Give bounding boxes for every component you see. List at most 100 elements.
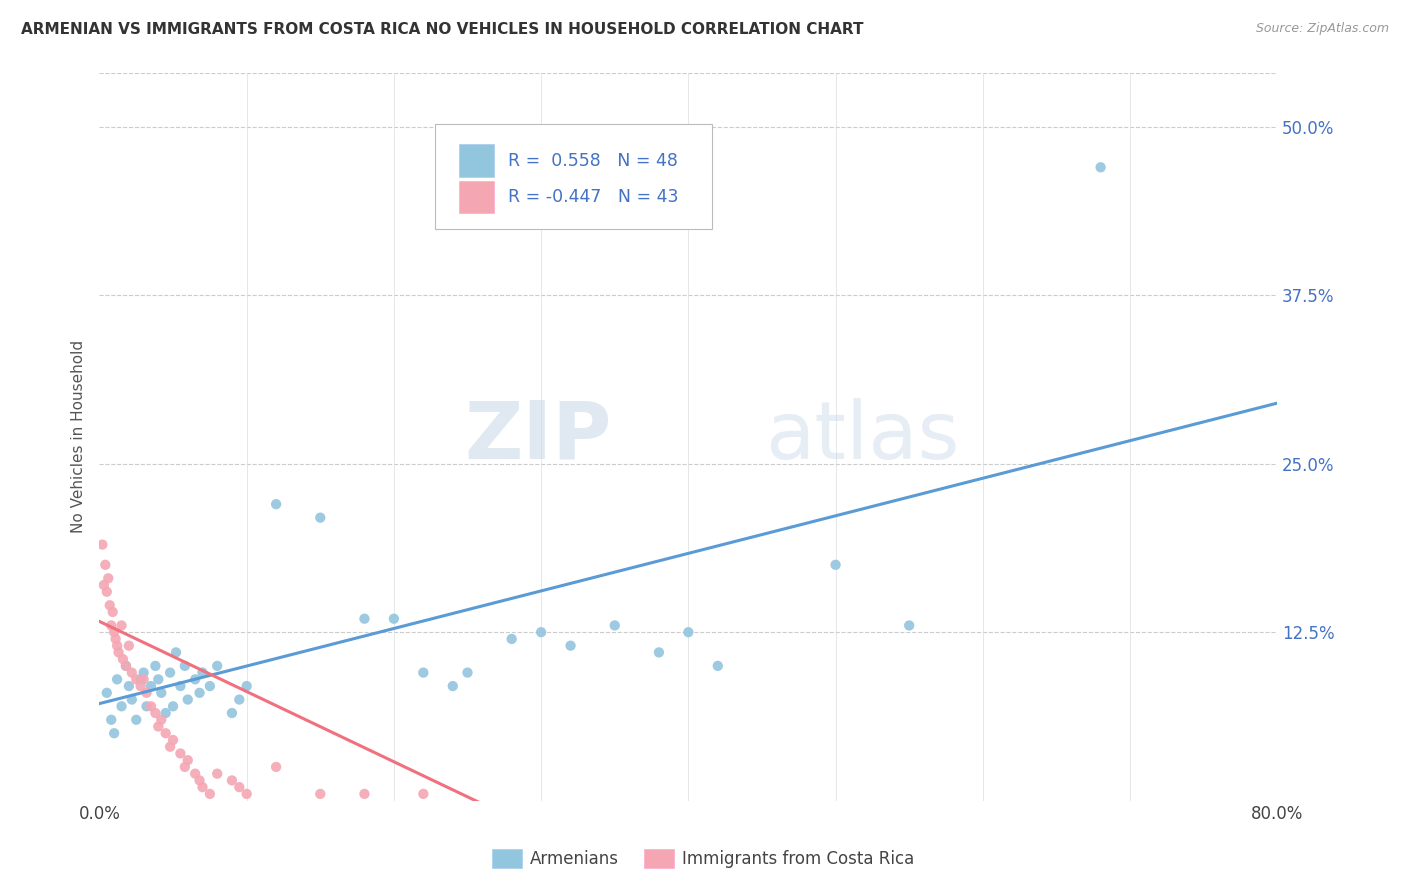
Point — [135, 699, 157, 714]
Point — [148, 673, 170, 687]
Point — [235, 679, 257, 693]
Point — [412, 787, 434, 801]
Point — [100, 713, 122, 727]
Point — [560, 639, 582, 653]
Text: R = -0.447   N = 43: R = -0.447 N = 43 — [508, 188, 679, 206]
Point — [129, 679, 152, 693]
Point — [98, 599, 121, 613]
Point — [100, 618, 122, 632]
Point — [309, 787, 332, 801]
Point — [184, 673, 207, 687]
Point — [205, 766, 228, 780]
Point — [110, 618, 132, 632]
Point — [118, 639, 141, 653]
Point — [353, 787, 375, 801]
Point — [169, 747, 191, 761]
Point — [101, 605, 124, 619]
Point — [173, 760, 195, 774]
Point — [309, 510, 332, 524]
Point — [91, 538, 114, 552]
Point — [148, 719, 170, 733]
Point — [132, 665, 155, 680]
Point — [169, 679, 191, 693]
Point — [501, 632, 523, 646]
Legend: Armenians, Immigrants from Costa Rica: Armenians, Immigrants from Costa Rica — [485, 842, 921, 875]
Point — [125, 673, 148, 687]
Point — [139, 699, 162, 714]
Point — [145, 706, 167, 720]
Point — [129, 673, 152, 687]
Point — [162, 699, 184, 714]
Point — [264, 760, 287, 774]
Point — [221, 706, 243, 720]
Point — [412, 665, 434, 680]
Point — [150, 686, 173, 700]
Point — [105, 673, 128, 687]
Point — [150, 713, 173, 727]
Point — [678, 625, 700, 640]
Text: atlas: atlas — [765, 398, 959, 475]
Point — [457, 665, 479, 680]
Point — [118, 679, 141, 693]
Point — [648, 645, 671, 659]
Point — [159, 665, 181, 680]
Point — [155, 726, 177, 740]
Point — [353, 612, 375, 626]
Point — [205, 658, 228, 673]
Text: Source: ZipAtlas.com: Source: ZipAtlas.com — [1256, 22, 1389, 36]
Point — [191, 665, 214, 680]
Point — [184, 766, 207, 780]
Point — [1090, 161, 1112, 175]
Point — [94, 558, 117, 572]
FancyBboxPatch shape — [458, 145, 494, 177]
Point — [382, 612, 405, 626]
FancyBboxPatch shape — [434, 124, 711, 229]
Point — [162, 733, 184, 747]
Point — [155, 706, 177, 720]
Point — [135, 686, 157, 700]
Point — [97, 571, 120, 585]
Point — [198, 679, 221, 693]
Point — [603, 618, 626, 632]
Point — [221, 773, 243, 788]
Point — [121, 665, 143, 680]
Point — [125, 713, 148, 727]
Point — [173, 658, 195, 673]
FancyBboxPatch shape — [458, 181, 494, 213]
Y-axis label: No Vehicles in Household: No Vehicles in Household — [72, 340, 86, 533]
Point — [824, 558, 846, 572]
Point — [177, 753, 200, 767]
Point — [165, 645, 187, 659]
Point — [159, 739, 181, 754]
Point — [228, 692, 250, 706]
Point — [530, 625, 553, 640]
Point — [121, 692, 143, 706]
Point — [96, 584, 118, 599]
Point — [228, 780, 250, 794]
Point — [115, 658, 138, 673]
Point — [264, 497, 287, 511]
Point — [104, 632, 127, 646]
Point — [441, 679, 464, 693]
Point — [111, 652, 134, 666]
Text: R =  0.558   N = 48: R = 0.558 N = 48 — [508, 152, 678, 169]
Point — [96, 686, 118, 700]
Point — [188, 773, 211, 788]
Text: ZIP: ZIP — [464, 398, 612, 475]
Point — [110, 699, 132, 714]
Point — [177, 692, 200, 706]
Text: ARMENIAN VS IMMIGRANTS FROM COSTA RICA NO VEHICLES IN HOUSEHOLD CORRELATION CHAR: ARMENIAN VS IMMIGRANTS FROM COSTA RICA N… — [21, 22, 863, 37]
Point — [188, 686, 211, 700]
Point — [145, 658, 167, 673]
Point — [191, 780, 214, 794]
Point — [898, 618, 921, 632]
Point — [103, 625, 125, 640]
Point — [235, 787, 257, 801]
Point — [93, 578, 115, 592]
Point — [707, 658, 730, 673]
Point — [132, 673, 155, 687]
Point — [198, 787, 221, 801]
Point — [139, 679, 162, 693]
Point — [107, 645, 129, 659]
Point — [105, 639, 128, 653]
